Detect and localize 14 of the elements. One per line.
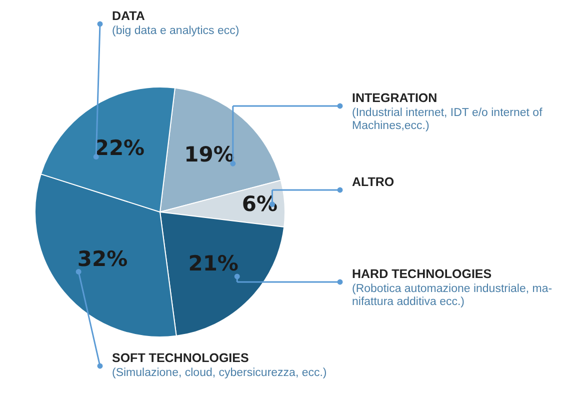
data-label: 21%: [188, 252, 238, 276]
data-label: 32%: [77, 247, 128, 272]
data-label: 19%: [184, 142, 234, 166]
text: (big data e analytics ecc): [112, 25, 240, 37]
slice-label: HARD TECHNOLOGIES: [352, 267, 492, 281]
slice-label: ALTRO: [352, 175, 394, 189]
data-label: 22%: [94, 136, 145, 160]
data-label: 6%: [242, 192, 278, 216]
text: (Industrial internet, IDT e/o internet of Machines,ecc.): [352, 107, 542, 132]
text: (Robotica automazione industriale, ma- nifattura additiva ecc.): [352, 283, 552, 308]
slice-label: SOFT TECHNOLOGIES: [112, 351, 249, 365]
slice-label: DATA: [112, 9, 145, 23]
text: (Simulazione, cloud, cybersicurezza, ecc.): [112, 367, 327, 379]
slice-label: INTEGRATION: [352, 91, 438, 105]
